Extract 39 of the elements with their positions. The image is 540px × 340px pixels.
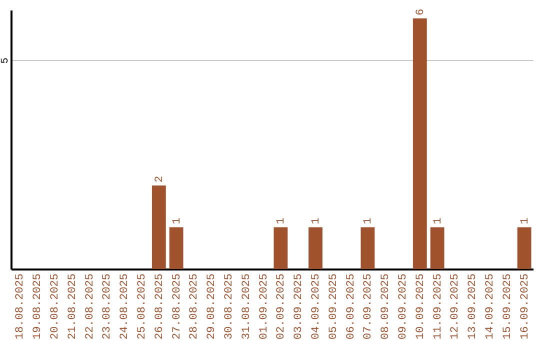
x-tick-label: 11.09.2025 xyxy=(432,274,444,340)
data-label: 1 xyxy=(171,217,184,224)
x-tick-label: 12.09.2025 xyxy=(450,274,462,340)
y-tick-label: 5 xyxy=(0,58,12,64)
x-tick-label: 04.09.2025 xyxy=(310,274,322,340)
x-tick-label: 07.09.2025 xyxy=(362,274,375,340)
x-tick-label: 21.08.2025 xyxy=(66,274,79,340)
x-tick-label: 08.09.2025 xyxy=(380,274,392,340)
x-tick-label: 13.09.2025 xyxy=(467,274,480,340)
x-tick-label: 22.08.2025 xyxy=(84,274,96,340)
x-tick-label: 19.08.2025 xyxy=(32,274,44,340)
x-tick-label: 10.09.2025 xyxy=(414,274,427,340)
x-tick-label: 28.08.2025 xyxy=(188,274,201,340)
data-label: 2 xyxy=(154,176,166,182)
data-label: 6 xyxy=(414,8,427,16)
x-tick-label: 05.09.2025 xyxy=(328,274,340,340)
x-tick-label: 23.08.2025 xyxy=(102,274,114,340)
x-tick-label: 27.08.2025 xyxy=(171,274,184,340)
x-tick-label: 24.08.2025 xyxy=(119,274,132,340)
x-tick-label: 26.08.2025 xyxy=(154,274,166,340)
x-tick-label: 03.09.2025 xyxy=(293,274,306,340)
x-tick-label: 18.08.2025 xyxy=(14,274,27,340)
data-label: 1 xyxy=(310,217,322,224)
data-label: 1 xyxy=(432,217,444,224)
x-tick-label: 01.09.2025 xyxy=(258,274,270,340)
x-tick-label: 09.09.2025 xyxy=(398,274,410,340)
x-tick-label: 06.09.2025 xyxy=(345,274,358,340)
x-tick-label: 20.08.2025 xyxy=(50,274,62,340)
data-label: 1 xyxy=(276,217,288,224)
data-label: 1 xyxy=(362,217,375,224)
x-tick-label: 14.09.2025 xyxy=(484,274,496,340)
x-tick-label: 30.08.2025 xyxy=(224,274,236,340)
x-tick-label: 31.08.2025 xyxy=(240,274,253,340)
x-tick-label: 16.09.2025 xyxy=(519,274,532,340)
x-tick-label: 29.08.2025 xyxy=(206,274,218,340)
data-label: 1 xyxy=(519,217,532,224)
x-tick-label: 15.09.2025 xyxy=(502,274,514,340)
x-tick-label: 02.09.2025 xyxy=(276,274,288,340)
x-tick-label: 25.08.2025 xyxy=(136,274,148,340)
